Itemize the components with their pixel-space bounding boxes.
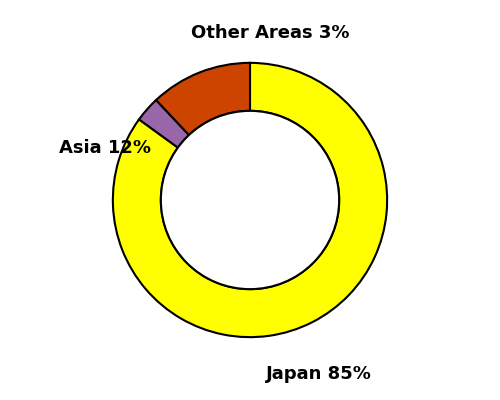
Text: Japan 85%: Japan 85% xyxy=(266,364,372,382)
Wedge shape xyxy=(156,63,250,135)
Text: Asia 12%: Asia 12% xyxy=(60,139,152,157)
Circle shape xyxy=(161,111,339,289)
Wedge shape xyxy=(139,100,189,148)
Wedge shape xyxy=(113,63,387,337)
Text: Other Areas 3%: Other Areas 3% xyxy=(192,24,350,42)
